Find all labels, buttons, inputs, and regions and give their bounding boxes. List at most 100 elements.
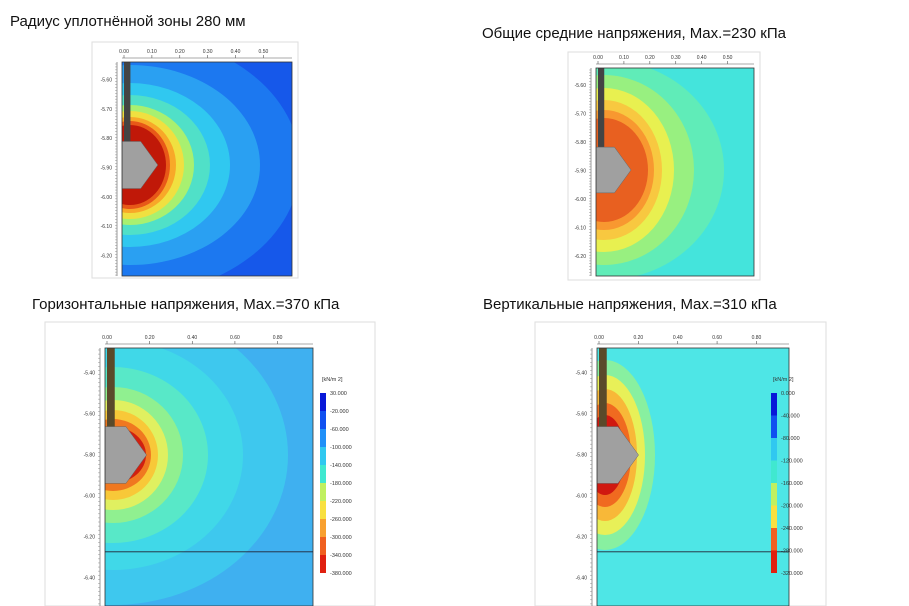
pile-shaft xyxy=(124,62,130,146)
contour-field xyxy=(0,35,300,295)
colorbar-swatch xyxy=(771,506,777,529)
pile-shaft xyxy=(599,348,607,432)
y-tick-label: -6.40 xyxy=(576,575,588,581)
x-tick-label: 0.40 xyxy=(697,55,707,61)
x-tick-label: 0.40 xyxy=(231,49,241,55)
colorbar-label: -380.000 xyxy=(330,571,352,577)
x-tick-label: 0.20 xyxy=(175,49,185,55)
y-tick-label: -5.80 xyxy=(84,452,96,458)
colorbar-label: -20.000 xyxy=(330,409,349,415)
colorbar-swatch xyxy=(771,551,777,574)
colorbar-label: -60.000 xyxy=(330,427,349,433)
colorbar-label: 0.000 xyxy=(781,391,795,397)
y-tick-label: -6.20 xyxy=(101,253,113,259)
x-tick-label: 0.00 xyxy=(594,335,604,341)
colorbar-label: -220.000 xyxy=(330,499,352,505)
colorbar-label: -80.000 xyxy=(781,436,800,442)
colorbar-label: -40.000 xyxy=(781,414,800,420)
x-tick-label: 0.50 xyxy=(723,55,733,61)
colorbar-swatch xyxy=(320,429,326,447)
y-tick-label: -6.00 xyxy=(101,195,113,201)
y-tick-label: -6.00 xyxy=(84,493,96,499)
y-tick-label: -5.60 xyxy=(84,412,96,418)
colorbar-swatch xyxy=(771,393,777,416)
colorbar-swatch xyxy=(771,438,777,461)
figure: Радиус уплотнённой зоны 280 мм Общие сре… xyxy=(0,0,909,606)
y-tick-label: -6.00 xyxy=(576,493,588,499)
y-tick-label: -6.20 xyxy=(575,254,587,260)
colorbar-swatch xyxy=(320,411,326,429)
y-tick-label: -5.80 xyxy=(575,140,587,146)
x-tick-label: 0.40 xyxy=(187,335,197,341)
colorbar-label: -180.000 xyxy=(330,481,352,487)
x-tick-label: 0.20 xyxy=(145,335,155,341)
y-tick-label: -5.40 xyxy=(84,371,96,377)
x-tick-label: 0.60 xyxy=(712,335,722,341)
colorbar-swatch xyxy=(320,465,326,483)
colorbar-swatch xyxy=(320,483,326,501)
x-tick-label: 0.30 xyxy=(671,55,681,61)
y-tick-label: -5.40 xyxy=(576,371,588,377)
colorbar-label: -340.000 xyxy=(330,553,352,559)
y-tick-label: -5.60 xyxy=(576,412,588,418)
colorbar-swatch xyxy=(771,483,777,506)
colorbar-label: -200.000 xyxy=(781,504,803,510)
y-tick-label: -5.60 xyxy=(575,83,587,89)
x-tick-label: 0.20 xyxy=(645,55,655,61)
x-tick-label: 0.80 xyxy=(752,335,762,341)
y-tick-label: -5.80 xyxy=(576,452,588,458)
colorbar-swatch xyxy=(320,519,326,537)
colorbar-label: -260.000 xyxy=(330,517,352,523)
colorbar-swatch xyxy=(771,461,777,484)
colorbar-label: -240.000 xyxy=(781,526,803,532)
y-tick-label: -5.70 xyxy=(575,112,587,118)
y-tick-label: -6.10 xyxy=(101,224,113,230)
colorbar-label: -140.000 xyxy=(330,463,352,469)
panel-title: Общие средние напряжения, Max.=230 кПа xyxy=(482,25,787,42)
y-tick-label: -6.20 xyxy=(576,534,588,540)
y-tick-label: -5.90 xyxy=(575,169,587,175)
colorbar-unit: [kN/m 2] xyxy=(322,377,343,383)
contour-field xyxy=(484,60,754,280)
x-tick-label: 0.10 xyxy=(147,49,157,55)
y-tick-label: -6.40 xyxy=(84,575,96,581)
y-tick-label: -5.90 xyxy=(101,166,113,172)
colorbar-label: -300.000 xyxy=(330,535,352,541)
colorbar-swatch xyxy=(771,528,777,551)
x-tick-label: 0.50 xyxy=(259,49,269,55)
y-tick-label: -5.60 xyxy=(101,78,113,84)
colorbar-swatch xyxy=(771,416,777,439)
colorbar-label: -320.000 xyxy=(781,571,803,577)
y-tick-label: -5.80 xyxy=(101,136,113,142)
colorbar-swatch xyxy=(320,447,326,465)
x-tick-label: 0.80 xyxy=(273,335,283,341)
panel-title: Горизонтальные напряжения, Max.=370 кПа xyxy=(32,296,340,313)
colorbar-swatch xyxy=(320,537,326,555)
x-tick-label: 0.60 xyxy=(230,335,240,341)
x-tick-label: 0.00 xyxy=(119,49,129,55)
colorbar-swatch xyxy=(320,555,326,573)
panel-title: Вертикальные напряжения, Max.=310 кПа xyxy=(483,296,777,313)
colorbar-label: 30.000 xyxy=(330,391,347,397)
x-tick-label: 0.10 xyxy=(619,55,629,61)
y-tick-label: -6.20 xyxy=(84,534,96,540)
y-tick-label: -6.00 xyxy=(575,197,587,203)
colorbar-label: -120.000 xyxy=(781,459,803,465)
x-tick-label: 0.30 xyxy=(203,49,213,55)
colorbar-unit: [kN/m 2] xyxy=(773,377,794,383)
y-tick-label: -5.70 xyxy=(101,107,113,113)
pile-shaft xyxy=(107,348,115,432)
y-tick-label: -6.10 xyxy=(575,226,587,232)
colorbar-label: -160.000 xyxy=(781,481,803,487)
pile-shaft xyxy=(598,68,604,151)
colorbar-swatch xyxy=(320,393,326,411)
colorbar-swatch xyxy=(320,501,326,519)
x-tick-label: 0.20 xyxy=(633,335,643,341)
x-tick-label: 0.40 xyxy=(673,335,683,341)
panel-title: Радиус уплотнённой зоны 280 мм xyxy=(10,13,246,30)
x-tick-label: 0.00 xyxy=(102,335,112,341)
x-tick-label: 0.00 xyxy=(593,55,603,61)
figure-canvas: Радиус уплотнённой зоны 280 мм Общие сре… xyxy=(0,0,909,606)
colorbar-label: -280.000 xyxy=(781,549,803,555)
colorbar-label: -100.000 xyxy=(330,445,352,451)
